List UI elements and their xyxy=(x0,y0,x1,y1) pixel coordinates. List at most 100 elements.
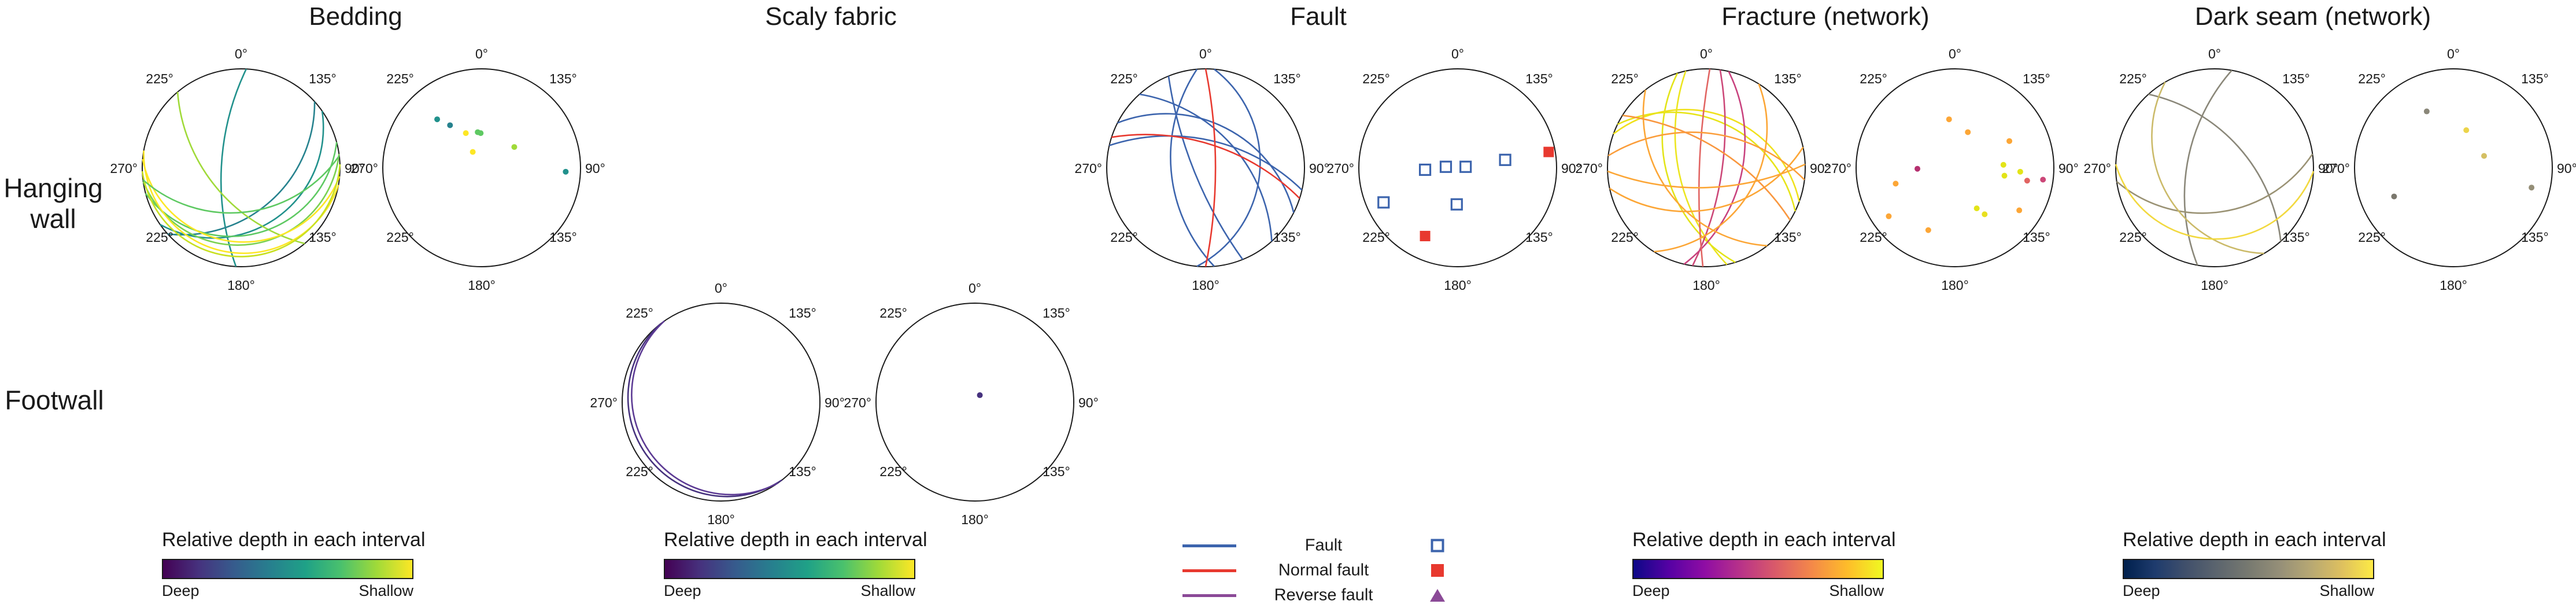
colorbar-gradient xyxy=(1632,559,1884,579)
square-icon xyxy=(1431,564,1444,577)
pole-marker xyxy=(1439,160,1453,173)
tick-label: 90° xyxy=(345,161,365,176)
legend-marker-square xyxy=(1431,564,1444,577)
tick-label: 225° xyxy=(146,71,173,86)
colorbar-gradient xyxy=(664,559,915,579)
legend-label-2: Reverse fault xyxy=(1274,585,1373,604)
great-circle-arc xyxy=(631,320,778,496)
tick-label: 225° xyxy=(1362,230,1390,245)
pole-marker xyxy=(1973,205,1980,212)
tick-label: 135° xyxy=(309,71,337,86)
great-circle-arc xyxy=(1698,68,1711,267)
tick-label: 90° xyxy=(585,161,605,176)
pole-marker xyxy=(2391,193,2397,200)
tick-label: 90° xyxy=(825,395,845,410)
tick-label: 135° xyxy=(2282,71,2310,86)
pole-marker xyxy=(2423,108,2430,115)
tick-label: 135° xyxy=(2023,230,2050,245)
net-outline xyxy=(622,303,821,502)
tick-label: 180° xyxy=(1941,278,1969,293)
tick-label: 225° xyxy=(626,464,653,479)
colorbar-title: Relative depth in each interval xyxy=(1632,529,1896,551)
tick-label: 0° xyxy=(2447,46,2460,61)
pole-marker xyxy=(1886,213,1892,219)
colorbar-title: Relative depth in each interval xyxy=(664,529,927,551)
tick-label: 135° xyxy=(1273,230,1301,245)
colorbar-endpoint-labels: Deep Shallow xyxy=(664,582,915,600)
great-circle-arc xyxy=(2151,82,2264,255)
legend-line-square-open xyxy=(1182,544,1236,547)
tick-label: 90° xyxy=(2058,161,2079,176)
colorbar-shallow-label: Shallow xyxy=(1829,582,1884,599)
great-circle-arc xyxy=(160,111,324,239)
pole-marker xyxy=(2016,207,2023,213)
great-circle-arc xyxy=(1167,76,1244,260)
tick-label: 135° xyxy=(549,71,577,86)
tick-label: 225° xyxy=(1611,71,1639,86)
colorbar-plasma-2: Relative depth in each interval Deep Shall… xyxy=(1632,528,1896,600)
tick-label: 270° xyxy=(590,395,618,410)
tick-label: 225° xyxy=(2358,230,2386,245)
pole-marker xyxy=(977,392,983,399)
great-circle-arc xyxy=(167,101,316,236)
tick-label: 225° xyxy=(2119,230,2147,245)
great-circle-arc xyxy=(1622,115,1791,221)
panel-title-3: Fracture (network) xyxy=(1721,2,1930,31)
great-circle-arc xyxy=(2183,69,2233,266)
tick-label: 135° xyxy=(1043,305,1070,321)
stereonet-fault-poles: 0° 135° 90° 135° 180° 225° 270° 225° xyxy=(1326,46,1581,293)
tick-label: 225° xyxy=(1860,71,1887,86)
pole-marker xyxy=(2529,185,2535,191)
great-circle-arc xyxy=(145,142,338,237)
tick-label: 0° xyxy=(235,46,247,61)
stereonet-dark-seam-network--great_circles: 0° 135° 90° 135° 180° 225° 270° 225° xyxy=(2083,46,2338,293)
great-circle-arc xyxy=(141,164,341,257)
pole-marker xyxy=(1925,227,1931,233)
pole-marker xyxy=(1893,181,1899,187)
pole-marker xyxy=(1982,211,1988,218)
pole-marker xyxy=(447,122,453,128)
tick-label: 0° xyxy=(969,281,981,296)
great-circle-arc xyxy=(1108,135,1303,191)
stereonet-fracture-network--great_circles: 0° 135° 90° 135° 180° 225° 270° 225° xyxy=(1575,46,1830,293)
pole-marker xyxy=(2040,176,2046,183)
pole-marker xyxy=(2001,172,2008,179)
great-circle-arc xyxy=(1111,134,1300,199)
panel-title-2: Fault xyxy=(1290,2,1347,31)
tick-label: 270° xyxy=(110,161,138,176)
net-outline xyxy=(1358,68,1557,267)
colorbar-shallow-label: Shallow xyxy=(2319,582,2374,599)
tick-label: 90° xyxy=(2557,161,2576,176)
legend-label-1: Normal fault xyxy=(1278,561,1369,580)
tick-label: 270° xyxy=(350,161,378,176)
tick-label: 90° xyxy=(2318,161,2338,176)
net-outline xyxy=(2354,68,2553,267)
tick-label: 270° xyxy=(844,395,871,410)
pole-marker xyxy=(511,144,518,150)
stereonet-fault-great_circles: 0° 135° 90° 135° 180° 225° 270° 225° xyxy=(1074,46,1329,293)
tick-label: 225° xyxy=(146,230,173,245)
tick-label: 225° xyxy=(2358,71,2386,86)
great-circle-arc xyxy=(1204,68,1217,267)
pole-marker xyxy=(2006,138,2013,144)
tick-label: 135° xyxy=(789,464,816,479)
pole-marker xyxy=(1946,116,1952,123)
great-circle-arc xyxy=(176,91,305,245)
tick-label: 225° xyxy=(1860,230,1887,245)
tick-label: 180° xyxy=(1692,278,1720,293)
pole-marker xyxy=(2000,161,2006,168)
colorbar-cividis-3: Relative depth in each interval Deep Shall… xyxy=(2123,528,2386,600)
tick-label: 135° xyxy=(2282,230,2310,245)
pole-marker xyxy=(1499,153,1511,166)
great-circle-arc xyxy=(1170,68,1215,267)
square-open-icon xyxy=(1431,539,1444,553)
pole-marker xyxy=(1915,165,1921,172)
tick-label: 0° xyxy=(2208,46,2221,61)
great-circle-arc xyxy=(2116,153,2313,214)
great-circle-arc xyxy=(142,155,340,214)
great-circle-arc xyxy=(1692,69,1726,266)
colorbar-gradient xyxy=(162,559,413,579)
great-circle-arc xyxy=(2115,164,2315,240)
great-circle-arc xyxy=(1609,146,1804,212)
colorbar-viridis-0: Relative depth in each interval Deep Shall… xyxy=(162,528,426,600)
